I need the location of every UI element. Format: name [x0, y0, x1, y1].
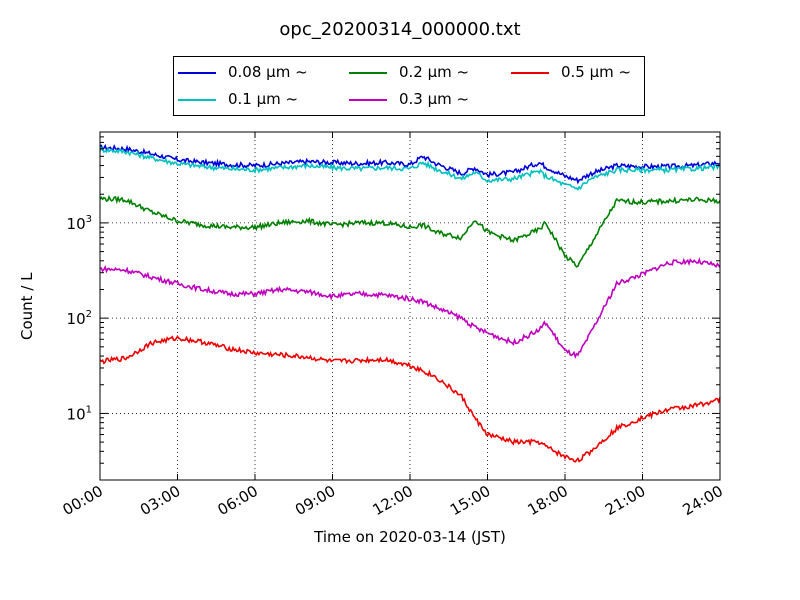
series-lines [99, 143, 721, 463]
series-line-1 [99, 146, 721, 191]
x-tick-label: 00:00 [60, 482, 106, 519]
legend-swatch [349, 72, 387, 74]
legend-swatch [349, 99, 387, 101]
series-line-4 [99, 334, 721, 463]
y-tick-label: 101 [67, 404, 92, 423]
plot-frame [99, 131, 721, 481]
series-line-2 [99, 194, 721, 268]
x-tick-label: 06:00 [215, 482, 261, 519]
x-tick-label: 03:00 [137, 482, 183, 519]
series-line-3 [99, 257, 721, 359]
legend-label: 0.5 μm ~ [561, 63, 632, 81]
legend-swatch [511, 72, 549, 74]
legend: 0.08 μm ~ 0.1 μm ~ 0.2 μm ~ 0.3 μm ~ 0.5… [173, 56, 645, 116]
y-tick-label: 103 [67, 214, 92, 233]
x-axis-label: Time on 2020-03-14 (JST) [314, 528, 506, 546]
legend-label: 0.3 μm ~ [399, 90, 470, 108]
legend-swatch [178, 99, 216, 101]
legend-label: 0.08 μm ~ [228, 63, 308, 81]
x-tick-label: 24:00 [680, 482, 726, 519]
legend-swatch [178, 72, 216, 74]
legend-label: 0.1 μm ~ [228, 90, 299, 108]
x-tick-label: 18:00 [525, 482, 571, 519]
x-tick-label: 12:00 [370, 482, 416, 519]
grid-lines [100, 132, 720, 480]
y-tick-label: 102 [67, 309, 92, 328]
x-tick-label: 09:00 [292, 482, 338, 519]
legend-label: 0.2 μm ~ [399, 63, 470, 81]
x-tick-label: 15:00 [447, 482, 493, 519]
y-axis-label: Count / L [18, 272, 36, 341]
series-line-0 [99, 143, 721, 185]
x-tick-label: 21:00 [602, 482, 648, 519]
axes: 00:00 03:00 06:00 09:00 12:00 15:00 18:00 21:00… [60, 131, 726, 519]
chart-title: opc_20200314_000000.txt [279, 19, 521, 40]
